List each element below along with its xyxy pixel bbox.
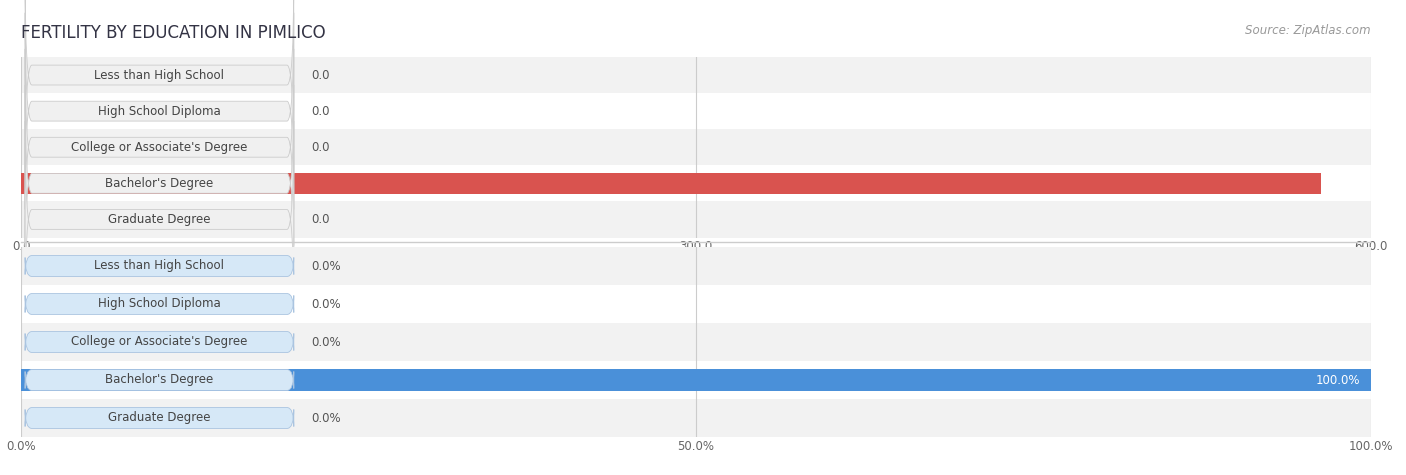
- FancyBboxPatch shape: [25, 85, 294, 282]
- Text: High School Diploma: High School Diploma: [98, 104, 221, 118]
- Text: Graduate Degree: Graduate Degree: [108, 411, 211, 425]
- Text: College or Associate's Degree: College or Associate's Degree: [72, 335, 247, 349]
- Text: College or Associate's Degree: College or Associate's Degree: [72, 141, 247, 154]
- FancyBboxPatch shape: [25, 0, 294, 173]
- Text: 0.0%: 0.0%: [311, 335, 340, 349]
- FancyBboxPatch shape: [25, 121, 294, 318]
- Text: 0.0%: 0.0%: [311, 411, 340, 425]
- Text: Bachelor's Degree: Bachelor's Degree: [105, 373, 214, 387]
- Bar: [21, 323, 1371, 361]
- Text: Bachelor's Degree: Bachelor's Degree: [105, 177, 214, 190]
- Bar: [21, 165, 1371, 201]
- Text: Source: ZipAtlas.com: Source: ZipAtlas.com: [1246, 24, 1371, 37]
- Bar: [21, 399, 1371, 437]
- FancyBboxPatch shape: [25, 332, 294, 352]
- Text: 0.0: 0.0: [311, 141, 330, 154]
- Text: FERTILITY BY EDUCATION IN PIMLICO: FERTILITY BY EDUCATION IN PIMLICO: [21, 24, 326, 42]
- Text: Less than High School: Less than High School: [94, 68, 225, 82]
- Bar: [21, 369, 1371, 391]
- Bar: [21, 57, 1371, 93]
- FancyBboxPatch shape: [25, 408, 294, 428]
- FancyBboxPatch shape: [25, 49, 294, 246]
- Bar: [21, 172, 1322, 194]
- FancyBboxPatch shape: [25, 13, 294, 209]
- Text: 0.0: 0.0: [311, 68, 330, 82]
- Bar: [21, 361, 1371, 399]
- Text: 0.0: 0.0: [311, 104, 330, 118]
- Bar: [21, 129, 1371, 165]
- FancyBboxPatch shape: [25, 370, 294, 390]
- FancyBboxPatch shape: [25, 256, 294, 276]
- Bar: [21, 93, 1371, 129]
- Bar: [21, 201, 1371, 238]
- Text: 0.0%: 0.0%: [311, 297, 340, 311]
- Text: 578.0: 578.0: [1327, 177, 1360, 190]
- Text: 0.0%: 0.0%: [311, 259, 340, 273]
- Text: Less than High School: Less than High School: [94, 259, 225, 273]
- Text: 0.0: 0.0: [311, 213, 330, 226]
- Text: Graduate Degree: Graduate Degree: [108, 213, 211, 226]
- Bar: [21, 247, 1371, 285]
- FancyBboxPatch shape: [25, 294, 294, 314]
- Text: High School Diploma: High School Diploma: [98, 297, 221, 311]
- Text: 100.0%: 100.0%: [1316, 373, 1360, 387]
- Bar: [21, 285, 1371, 323]
